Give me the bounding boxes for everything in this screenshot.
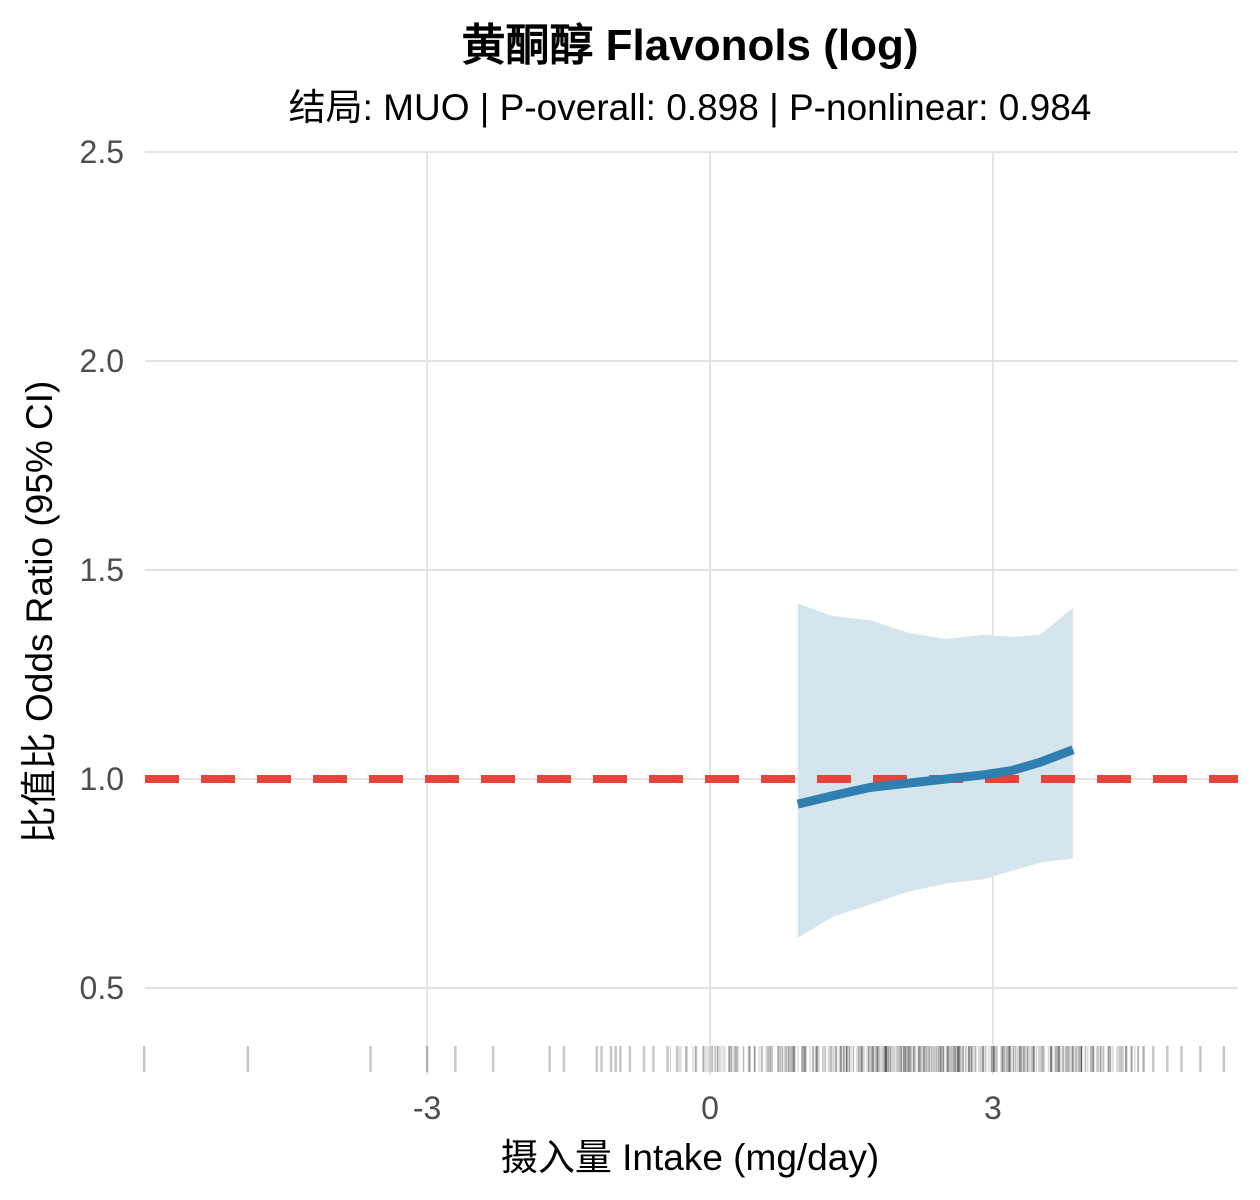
x-tick-labels: -3 0 3 — [413, 1090, 1002, 1126]
y-tick-label: 1.5 — [80, 552, 124, 588]
series-line-layer — [796, 745, 1075, 809]
y-tick-labels: 0.5 1.0 1.5 2.0 2.5 — [80, 134, 124, 1006]
x-tick-label: 0 — [701, 1090, 719, 1126]
series-line — [796, 745, 1075, 809]
grid — [145, 151, 1238, 1075]
chart-title: 黄酮醇 Flavonols (log) — [461, 21, 918, 70]
y-tick-label: 2.0 — [80, 343, 124, 379]
rug-plot — [142, 1046, 1226, 1072]
x-tick-label: -3 — [413, 1090, 441, 1126]
x-axis-label: 摄入量 Intake (mg/day) — [501, 1137, 879, 1178]
ci-band-layer — [797, 603, 1074, 938]
confidence-band — [797, 603, 1074, 938]
y-axis-label: 比值比 Odds Ratio (95% CI) — [19, 381, 60, 844]
y-tick-label: 2.5 — [80, 134, 124, 170]
x-tick-label: 3 — [984, 1090, 1002, 1126]
chart-subtitle: 结局: MUO | P-overall: 0.898 | P-nonlinear… — [289, 87, 1092, 128]
y-tick-label: 0.5 — [80, 970, 124, 1006]
y-tick-label: 1.0 — [80, 761, 124, 797]
